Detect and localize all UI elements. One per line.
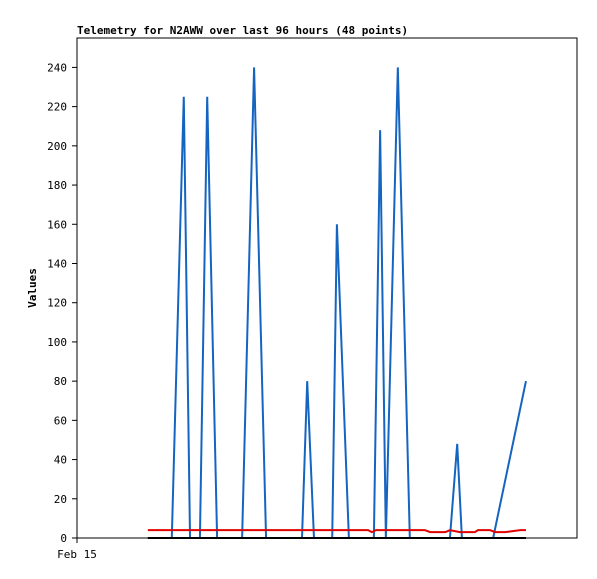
y-tick-label: 220: [47, 101, 67, 114]
y-tick-label: 200: [47, 140, 67, 153]
y-tick-label: 20: [54, 493, 67, 506]
y-tick-label: 240: [47, 61, 67, 74]
y-tick-label: 120: [47, 297, 67, 310]
x-tick-label: Feb 15: [57, 548, 97, 561]
y-tick-label: 80: [54, 375, 67, 388]
series-line: [147, 529, 526, 534]
plot-frame: [76, 37, 578, 539]
chart-title: Telemetry for N2AWW over last 96 hours (…: [77, 24, 408, 37]
y-tick-label: 180: [47, 179, 67, 192]
y-tick-label: 160: [47, 218, 67, 231]
y-tick-label: 0: [60, 532, 67, 545]
y-tick-label: 140: [47, 257, 67, 270]
y-tick-label: 40: [54, 454, 67, 467]
y-axis-label: Values: [26, 268, 39, 308]
y-tick-label: 100: [47, 336, 67, 349]
y-tick-label: 60: [54, 414, 67, 427]
